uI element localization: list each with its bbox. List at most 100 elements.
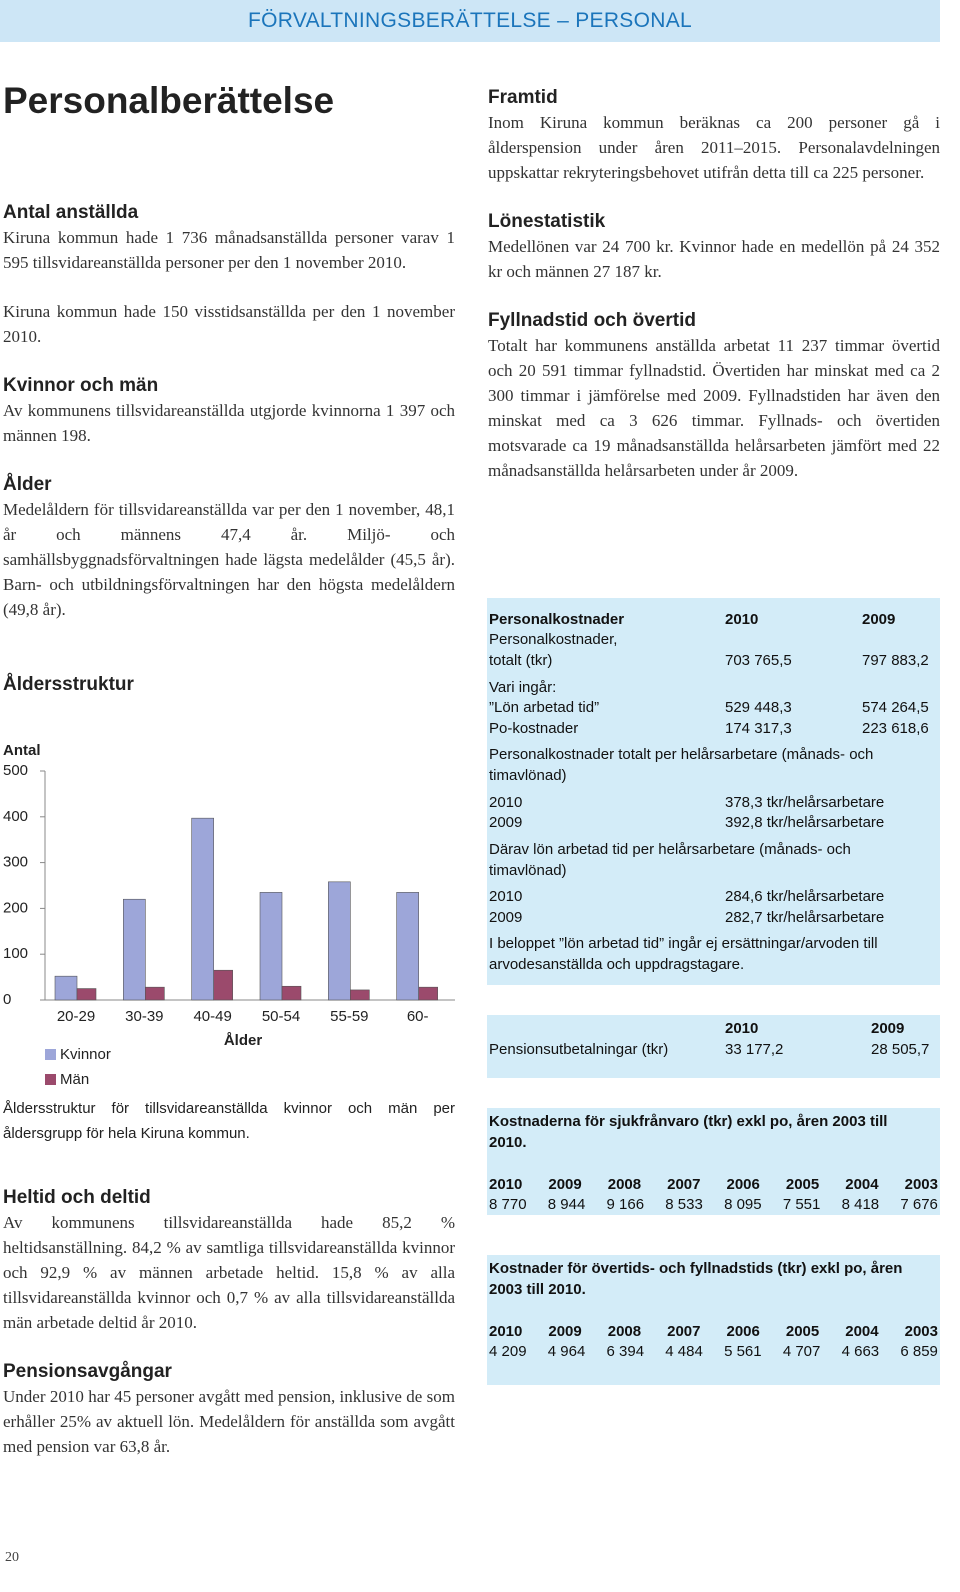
right-column: Framtid Inom Kiruna kommun beräknas ca 20… (488, 85, 940, 507)
chart: Antal 0 100 200 300 400 500 20-29 30-39 40-49 50-5… (3, 742, 455, 1088)
value-cell: 8 418 (841, 1196, 880, 1213)
bar (418, 986, 438, 1001)
table-cell: 797 883,2 (862, 652, 929, 669)
table-title: Kostnaderna för sjukfrånvaro (tkr) exkl … (489, 1113, 888, 1151)
table-cell: Vari ingår: (489, 679, 557, 696)
table-cell: I beloppet ”lön arbetad tid” ingår ej er… (489, 935, 878, 973)
value-cell: 8 944 (547, 1196, 586, 1213)
section-heading: Fyllnadstid och övertid (488, 310, 696, 331)
table-header-cell: 2009 (862, 611, 896, 628)
table-cell: 282,7 tkr/helårsarbetare (725, 909, 885, 926)
section-heading: Antal anställda (3, 202, 139, 223)
table-cell: Därav lön arbetad tid per helårsarbetare… (489, 841, 851, 879)
table-cell: 574 264,5 (862, 699, 929, 716)
legend-swatch (45, 1049, 56, 1060)
page-title: Personalberättelse (3, 80, 335, 121)
year-cell: 2010 (489, 1176, 523, 1193)
year-cell: 2004 (845, 1176, 879, 1193)
table-cell: 223 618,6 (862, 720, 929, 737)
year-cell: 2004 (845, 1323, 879, 1340)
value-cell: 5 561 (724, 1343, 762, 1360)
table-header-cell: Personalkostnader (489, 611, 625, 628)
chart-title: Åldersstruktur (3, 674, 134, 695)
section: Heltid och deltid Av kommunens tillsvidar… (3, 1185, 455, 1335)
year-cell: 2006 (726, 1176, 760, 1193)
paragraph: Under 2010 har 45 personer avgått med pe… (3, 1387, 455, 1456)
value-cell: 4 964 (547, 1343, 586, 1360)
table-cell: totalt (tkr) (489, 652, 553, 669)
pension-table: 2010 2009 Pensionsutbetalningar (tkr) 33 17… (487, 1015, 940, 1078)
bar (54, 975, 78, 1001)
y-axis-label: Antal (3, 742, 41, 759)
table-cell: 174 317,3 (725, 720, 792, 737)
year-cell: 2005 (785, 1176, 820, 1193)
section: Ålder Medelåldern för tillsvidareanställd… (3, 472, 455, 622)
year-row: 2010 2009 2008 2007 2006 2005 2004 2003 (489, 1321, 938, 1342)
value-row: 4 209 4 964 6 394 4 484 5 561 4 707 4 663 6 859 (489, 1341, 938, 1362)
year-cell: 2006 (726, 1323, 760, 1340)
paragraph: Medellönen var 24 700 kr. Kvinnor hade e… (488, 237, 940, 281)
section-heading: Framtid (488, 87, 558, 108)
year-cell: 2009 (548, 1176, 582, 1193)
bar (281, 985, 302, 1001)
table-cell: ”Lön arbetad tid” (489, 699, 600, 716)
value-cell: 6 859 (900, 1343, 938, 1360)
section: Pensionsavgångar Under 2010 har 45 person… (3, 1359, 455, 1459)
bar (259, 892, 283, 1001)
paragraph: Totalt har kommunens anställda arbetat 1… (488, 336, 940, 480)
x-tick-label: 40-49 (193, 1008, 231, 1025)
paragraph: Av kommunens tillsvidareanställda utgjor… (3, 401, 455, 445)
x-tick-label: 50-54 (262, 1008, 300, 1025)
year-cell: 2007 (667, 1323, 701, 1340)
table-header-cell: 2009 (871, 1020, 905, 1037)
table-header-cell: 2010 (725, 1020, 759, 1037)
legend-label: Kvinnor (60, 1046, 111, 1063)
paragraph: Kiruna kommun hade 1 736 månadsanställda… (3, 228, 455, 272)
table-cell: Pensionsutbetalningar (tkr) (489, 1041, 669, 1058)
table-cell: 28 505,7 (871, 1041, 930, 1058)
year-cell: 2009 (548, 1323, 582, 1340)
section-heading: Lönestatistik (488, 211, 606, 232)
table-cell: 2009 (489, 909, 523, 926)
section-heading: Pensionsavgångar (3, 1361, 172, 1382)
y-tick-label: 200 (3, 899, 28, 916)
table-cell: 284,6 tkr/helårsarbetare (725, 888, 885, 905)
y-tick-label: 400 (3, 808, 28, 825)
paragraph: Kiruna kommun hade 150 visstidsanställda… (3, 302, 455, 346)
bar (396, 892, 419, 1001)
value-cell: 8 770 (489, 1196, 527, 1213)
value-cell: 4 663 (841, 1343, 880, 1360)
legend-swatch (45, 1074, 56, 1085)
paragraph: Medelåldern för tillsvidareanställda var… (3, 500, 455, 619)
x-tick-label: 60- (407, 1008, 429, 1025)
section-heading: Heltid och deltid (3, 1187, 151, 1208)
year-row: 2010 2009 2008 2007 2006 2005 2004 2003 (489, 1174, 938, 1195)
section: Lönestatistik Medellönen var 24 700 kr. K… (488, 209, 940, 284)
sick-table: Kostnaderna för sjukfrånvaro (tkr) exkl … (487, 1108, 940, 1215)
value-cell: 9 166 (606, 1196, 645, 1213)
bar (350, 989, 370, 1001)
section-heading: Ålder (3, 474, 52, 495)
section: Framtid Inom Kiruna kommun beräknas ca 20… (488, 85, 940, 185)
header-text: FÖRVALTNINGSBERÄTTELSE – PERSONAL (247, 9, 693, 32)
value-cell: 6 394 (606, 1343, 645, 1360)
value-row: 8 770 8 944 9 166 8 533 8 095 7 551 8 418 7 676 (489, 1194, 938, 1215)
section: Fyllnadstid och övertid Totalt har kommun… (488, 308, 940, 483)
value-cell: 7 676 (900, 1196, 938, 1213)
left-column-lower: Heltid och deltid Av kommunens tillsvidar… (3, 1185, 455, 1483)
y-tick-label: 500 (3, 762, 28, 779)
year-cell: 2007 (667, 1176, 701, 1193)
table-cell: 33 177,2 (725, 1041, 784, 1058)
bar (191, 817, 214, 1001)
bar (76, 988, 97, 1001)
table-cell: Personalkostnader, (489, 631, 618, 648)
paragraph: Av kommunens tillsvidareanställda hade 8… (3, 1213, 455, 1332)
table-cell: 703 765,5 (725, 652, 792, 669)
table-cell: 392,8 tkr/helårsarbetare (725, 814, 885, 831)
table-title: Kostnader för övertids- och fyllnadstids… (489, 1260, 903, 1298)
paragraph: Inom Kiruna kommun beräknas ca 200 perso… (488, 113, 940, 182)
chart-caption: Åldersstruktur för tillsvidareanställda … (3, 1100, 455, 1142)
value-cell: 8 095 (724, 1196, 762, 1213)
x-tick-label: 30-39 (125, 1008, 163, 1025)
